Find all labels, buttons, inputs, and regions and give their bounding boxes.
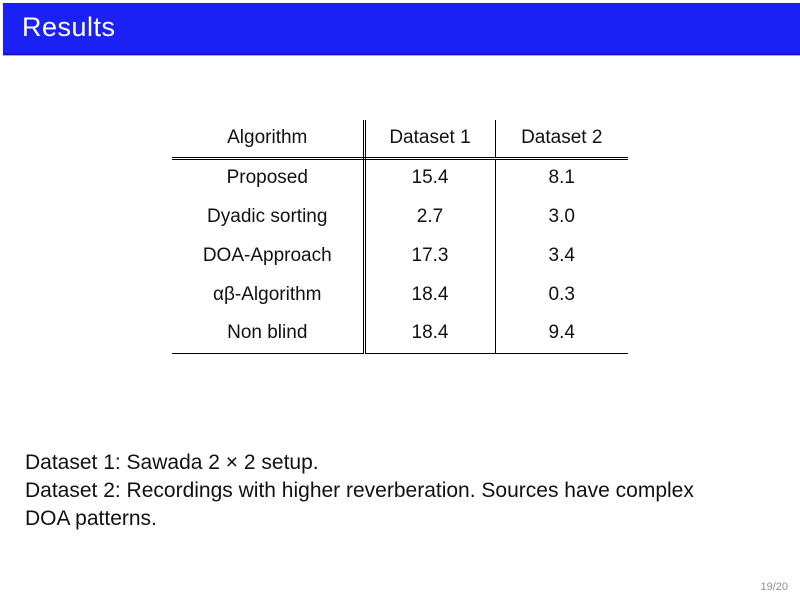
column-header-dataset2: Dataset 2 xyxy=(495,120,628,160)
cell-dataset2: 8.1 xyxy=(548,167,575,189)
slide-title-bar: Results xyxy=(3,3,800,55)
cell-dataset2: 3.0 xyxy=(548,205,575,227)
table-header-row: Algorithm Dataset 1 Dataset 2 xyxy=(172,120,628,160)
cell-dataset1: 15.4 xyxy=(364,158,496,197)
column-header-dataset1: Dataset 1 xyxy=(364,120,496,160)
cell-dataset2: 9.4 xyxy=(495,314,628,354)
table-row: αβ-Algorithm 18.4 0.3 xyxy=(172,275,628,314)
cell-dataset1: 17.3 xyxy=(364,236,496,275)
table-row: Non blind 18.4 9.4 xyxy=(172,314,628,354)
results-table: Algorithm Dataset 1 Dataset 2 Proposed 1… xyxy=(172,120,628,354)
note-dataset2: Dataset 2: Recordings with higher reverb… xyxy=(25,479,694,530)
cell-algorithm: Proposed xyxy=(172,158,366,197)
cell-algorithm: DOA-Approach xyxy=(172,236,366,275)
cell-dataset1: 18.4 xyxy=(364,314,496,354)
table-row: Dyadic sorting 2.7 3.0 xyxy=(172,197,628,236)
dataset-notes: Dataset 1: Sawada 2 × 2 setup. Dataset 2… xyxy=(25,449,715,533)
cell-algorithm: Non blind xyxy=(172,314,366,354)
page-number: 19/20 xyxy=(760,581,788,593)
cell-dataset1: 2.7 xyxy=(364,197,496,236)
cell-algorithm: Dyadic sorting xyxy=(172,197,366,236)
note-dataset1: Dataset 1: Sawada 2 × 2 setup. xyxy=(25,451,319,474)
slide-title: Results xyxy=(22,11,116,42)
table-row: DOA-Approach 17.3 3.4 xyxy=(172,236,628,275)
table-row: Proposed 15.4 8.1 xyxy=(172,158,628,197)
cell-dataset2: 3.4 xyxy=(548,244,575,266)
cell-dataset1: 18.4 xyxy=(364,275,496,314)
cell-algorithm: αβ-Algorithm xyxy=(172,275,366,314)
cell-dataset2: 0.3 xyxy=(548,283,575,305)
column-header-algorithm: Algorithm xyxy=(172,120,366,160)
